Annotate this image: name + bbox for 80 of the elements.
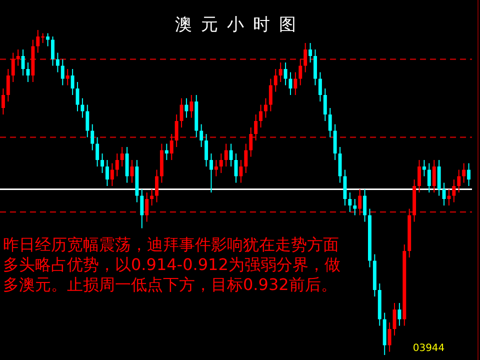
candlestick <box>462 162 466 184</box>
candlestick <box>467 162 471 186</box>
candlestick <box>125 146 129 184</box>
candlestick <box>229 143 233 167</box>
candlestick <box>447 188 451 206</box>
candlestick <box>457 169 461 193</box>
candlestick <box>105 160 109 186</box>
candlestick <box>224 143 228 167</box>
annotation: 昨日经历宽幅震荡，迪拜事件影响犹在走势方面多头略占优势，以0.914-0.912为强弱分界，做多澳元。止损周一低点下方，目标0.932前后。 <box>3 235 340 294</box>
candlestick <box>249 127 253 158</box>
candlestick <box>214 160 218 177</box>
candlestick <box>343 169 347 206</box>
candlestick <box>200 124 204 148</box>
candlestick <box>254 114 258 141</box>
candlestick <box>90 124 94 151</box>
candlestick <box>432 160 436 193</box>
candlestick <box>244 143 248 174</box>
candlestick <box>16 49 20 66</box>
candlestick <box>437 160 441 196</box>
candlestick <box>100 153 104 174</box>
candlestick <box>190 94 194 118</box>
candlestick <box>96 136 100 167</box>
annotation: 03944 <box>412 343 445 354</box>
candlestick <box>259 104 262 128</box>
candlestick <box>140 188 144 229</box>
candlestick <box>418 160 421 193</box>
candlestick <box>26 62 30 82</box>
candlestick <box>442 182 446 206</box>
candlestick <box>6 68 10 102</box>
candlestick <box>11 52 15 82</box>
candlestick <box>333 124 337 160</box>
candlestick <box>86 104 90 138</box>
candlestick <box>304 42 308 73</box>
candlestick <box>323 88 327 122</box>
candlestick <box>174 114 178 148</box>
candlestick <box>274 68 278 92</box>
candlestick <box>70 68 74 96</box>
candlestick <box>164 143 168 160</box>
candlestick <box>110 162 114 186</box>
candlestick <box>184 98 188 118</box>
candlestick <box>219 153 223 174</box>
candlestick <box>204 134 208 167</box>
candlestick <box>348 192 352 212</box>
chart-title: 澳元小时图 <box>175 15 305 35</box>
candlestick <box>328 108 332 138</box>
candlestick <box>294 72 298 96</box>
candlestick <box>452 179 456 203</box>
candlestick <box>180 98 184 128</box>
candlestick <box>318 72 322 102</box>
candlestick <box>120 146 124 167</box>
candlestick <box>358 188 362 216</box>
candlestick <box>363 188 367 222</box>
candlestick <box>145 192 149 222</box>
candlestick <box>155 169 158 203</box>
candlestick <box>288 72 292 96</box>
candlestick <box>268 78 272 112</box>
candlestick <box>1 88 5 115</box>
candlestick <box>170 134 174 160</box>
candlestick <box>150 188 154 206</box>
candlestick <box>264 98 268 118</box>
candlestick <box>388 322 392 352</box>
candlestick <box>46 32 50 47</box>
candlestick <box>66 68 70 86</box>
candlestick <box>60 58 64 86</box>
candlestick <box>308 42 312 63</box>
candlestick <box>298 58 302 86</box>
candlestick <box>21 49 25 76</box>
candlestick <box>314 49 317 86</box>
candlestick <box>284 62 288 86</box>
candlestick <box>353 198 357 216</box>
candlestick <box>56 52 60 73</box>
candlestick <box>80 98 84 118</box>
candlestick <box>427 162 431 193</box>
candlestick <box>422 160 426 177</box>
candlestick <box>115 153 119 177</box>
candlestick <box>51 36 54 66</box>
candlestick <box>210 153 213 193</box>
candlestick <box>239 160 243 184</box>
candlestick <box>278 62 282 82</box>
candlestick <box>398 302 402 326</box>
